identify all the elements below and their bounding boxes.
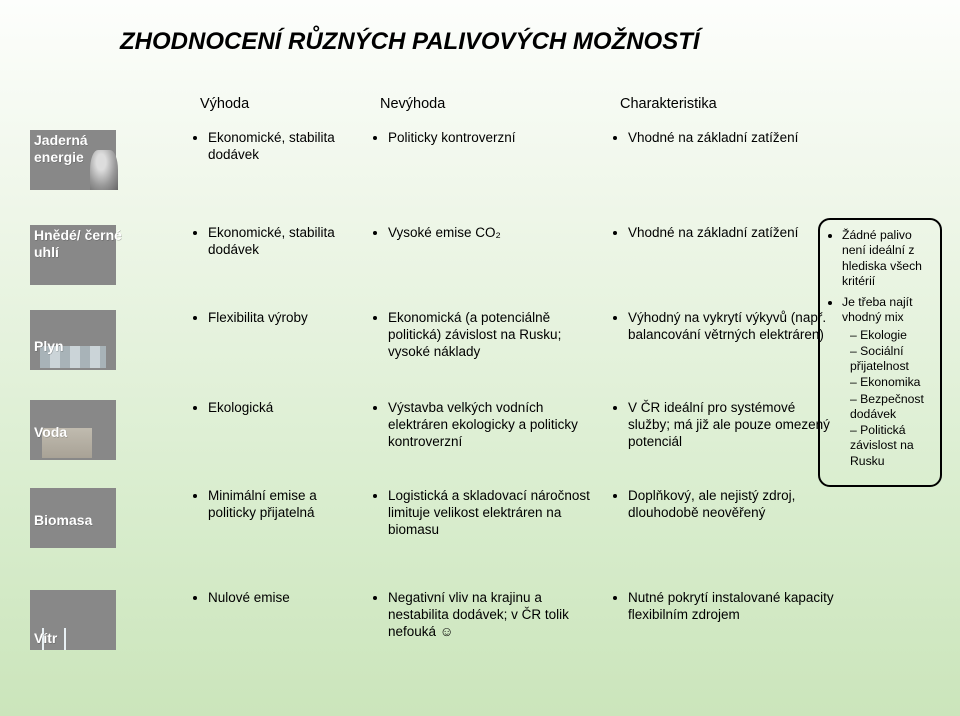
table-header: Výhoda Nevýhoda Charakteristika <box>200 96 860 112</box>
callout-item-2-text: Je třeba najít vhodný mix <box>842 295 912 324</box>
cell-characteristic: Vhodné na základní zatížení <box>628 225 840 242</box>
callout-mix-item: Politická závislost na Rusku <box>850 423 932 469</box>
label-gas: Plyn <box>34 338 64 355</box>
label-biomass: Biomasa <box>34 512 92 529</box>
row-nuclear: Jadernáenergie Ekonomické, stabilita dod… <box>30 130 850 166</box>
cell-characteristic: Vhodné na základní zatížení <box>628 130 840 147</box>
cell-characteristic: Nutné pokrytí instalované kapacity flexi… <box>628 590 840 624</box>
label-water: Voda <box>34 424 67 441</box>
row-coal: Hnědé/ černéuhlí Ekonomické, stabilita d… <box>30 225 850 261</box>
cell-advantage: Ekologická <box>208 400 360 417</box>
callout-item-2: Je třeba najít vhodný mix Ekologie Sociá… <box>842 295 932 469</box>
callout-item-1: Žádné palivo není ideální z hlediska vše… <box>842 228 932 289</box>
cell-disadvantage: Politicky kontroverzní <box>388 130 598 147</box>
callout-mix-item: Sociální přijatelnost <box>850 344 932 375</box>
row-biomass: Biomasa Minimální emise a politicky přij… <box>30 488 850 541</box>
callout-box: Žádné palivo není ideální z hlediska vše… <box>818 218 942 487</box>
cell-advantage: Nulové emise <box>208 590 360 607</box>
cell-disadvantage: Logistická a skladovací náročnost limitu… <box>388 488 598 539</box>
cell-disadvantage: Ekonomická (a potenciálně politická) záv… <box>388 310 598 361</box>
row-gas: Plyn Flexibilita výroby Ekonomická (a po… <box>30 310 850 363</box>
cell-disadvantage: Negativní vliv na krajinu a nestabilita … <box>388 590 598 641</box>
callout-mix-item: Bezpečnost dodávek <box>850 392 932 423</box>
cell-disadvantage: Vysoké emise CO₂ <box>388 225 598 242</box>
cell-characteristic: Doplňkový, ale nejistý zdroj, dlouhodobě… <box>628 488 840 522</box>
header-characteristic: Charakteristika <box>620 96 860 112</box>
page-title: ZHODNOCENÍ RŮZNÝCH PALIVOVÝCH MOŽNOSTÍ <box>120 28 700 56</box>
cell-characteristic: V ČR ideální pro systémové služby; má ji… <box>628 400 840 451</box>
row-wind: Vítr Nulové emise Negativní vliv na kraj… <box>30 590 850 643</box>
row-water: Voda Ekologická Výstavba velkých vodních… <box>30 400 850 453</box>
cell-characteristic: Výhodný na vykrytí výkyvů (např. balanco… <box>628 310 840 344</box>
label-wind: Vítr <box>34 630 57 647</box>
callout-mix-item: Ekologie <box>850 328 932 343</box>
label-coal: Hnědé/ černéuhlí <box>34 227 122 261</box>
cell-advantage: Flexibilita výroby <box>208 310 360 327</box>
cell-disadvantage: Výstavba velkých vodních elektráren ekol… <box>388 400 598 451</box>
cell-advantage: Ekonomické, stabilita dodávek <box>208 130 360 164</box>
header-disadvantage: Nevýhoda <box>380 96 620 112</box>
callout-mix-item: Ekonomika <box>850 375 932 390</box>
label-nuclear: Jadernáenergie <box>34 132 88 166</box>
header-advantage: Výhoda <box>200 96 380 112</box>
cell-advantage: Ekonomické, stabilita dodávek <box>208 225 360 259</box>
cell-advantage: Minimální emise a politicky přijatelná <box>208 488 360 522</box>
